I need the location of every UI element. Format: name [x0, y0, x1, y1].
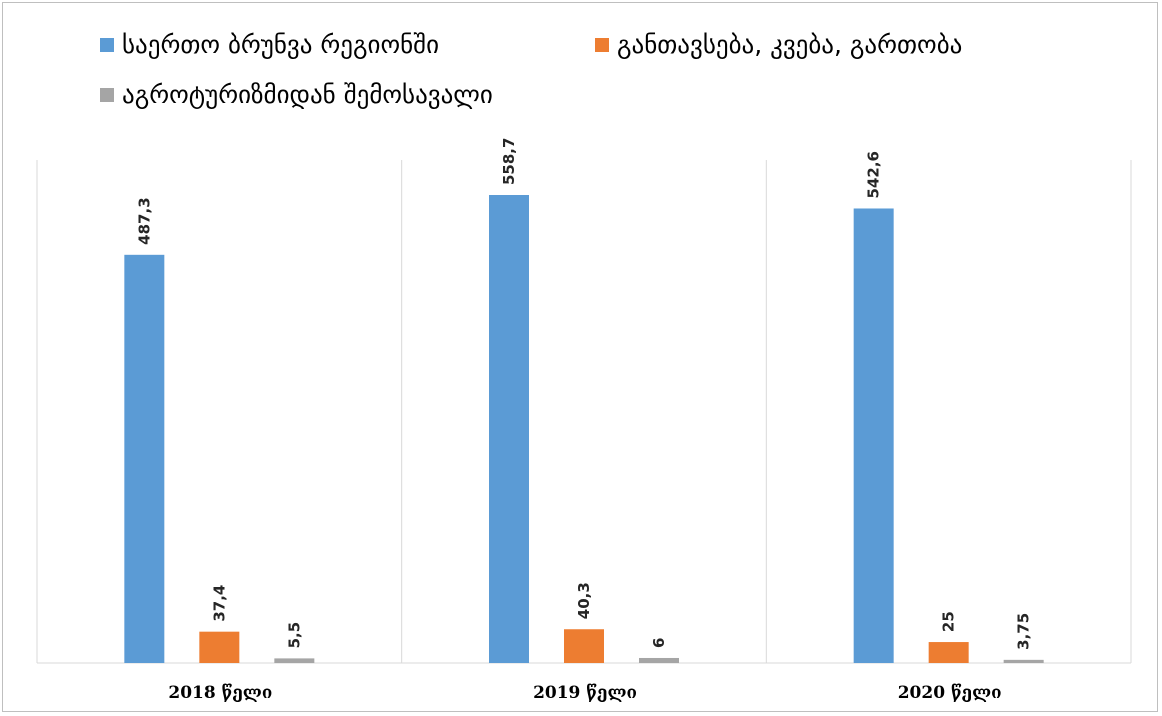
data-label: 558,7 [500, 138, 518, 185]
bar [124, 254, 165, 663]
bar [639, 657, 679, 663]
bar [853, 208, 894, 663]
legend-swatch-accommodation [595, 37, 609, 52]
data-label: 37,4 [210, 585, 228, 622]
data-label: 542,6 [865, 151, 883, 198]
bar [928, 642, 969, 663]
data-label: 40,3 [575, 582, 593, 619]
legend-item-accommodation: განთავსება, კვება, გართობა [595, 30, 962, 59]
legend-item-agrotourism: აგროტურიზმიდან შემოსავალი [100, 80, 493, 109]
bar [489, 195, 529, 663]
legend-label-total-turnover: საერთო ბრუნვა რეგიონში [122, 30, 440, 59]
data-label: 6 [650, 638, 668, 648]
legend-label-agrotourism: აგროტურიზმიდან შემოსავალი [122, 80, 493, 109]
legend-swatch-total-turnover [100, 37, 114, 52]
data-label: 25 [940, 611, 958, 632]
legend-label-accommodation: განთავსება, კვება, გართობა [617, 30, 963, 59]
bar [564, 629, 604, 663]
data-label: 487,3 [135, 197, 153, 244]
bar [1003, 659, 1044, 663]
category-label: 2020 წელი [898, 683, 1002, 703]
bar [199, 631, 240, 663]
category-label: 2019 წელი [533, 683, 637, 703]
data-label: 3,75 [1015, 613, 1033, 650]
bar [274, 658, 315, 663]
category-label: 2018 წელი [168, 683, 272, 703]
legend-item-total-turnover: საერთო ბრუნვა რეგიონში [100, 30, 439, 59]
data-label: 5,5 [285, 622, 303, 649]
legend-swatch-agrotourism [100, 87, 114, 102]
